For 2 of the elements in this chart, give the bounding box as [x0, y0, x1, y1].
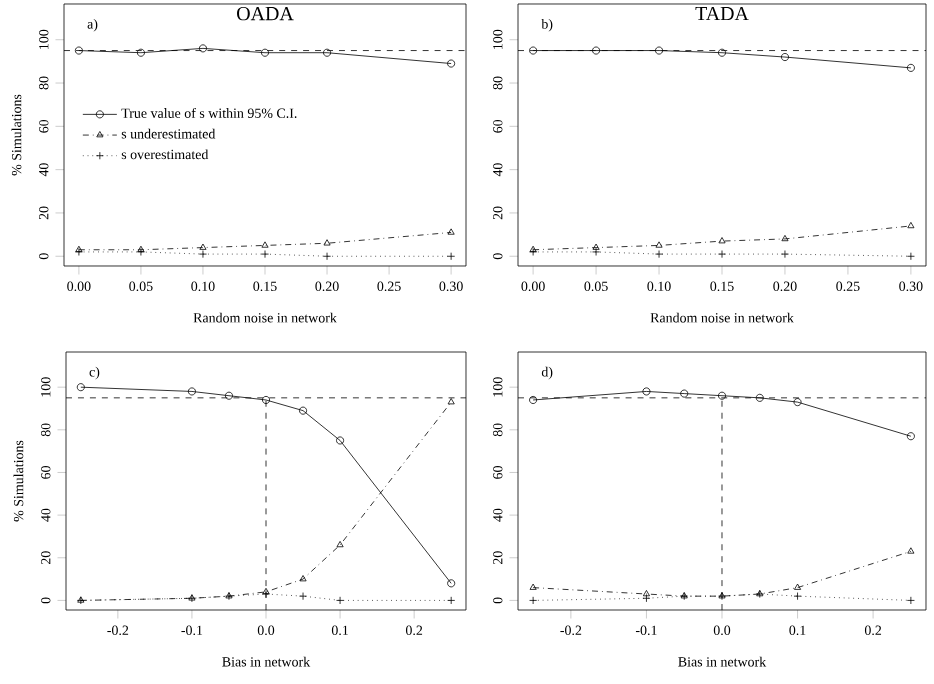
- chart-title: TADA: [695, 6, 749, 21]
- chart-title: OADA: [237, 6, 294, 21]
